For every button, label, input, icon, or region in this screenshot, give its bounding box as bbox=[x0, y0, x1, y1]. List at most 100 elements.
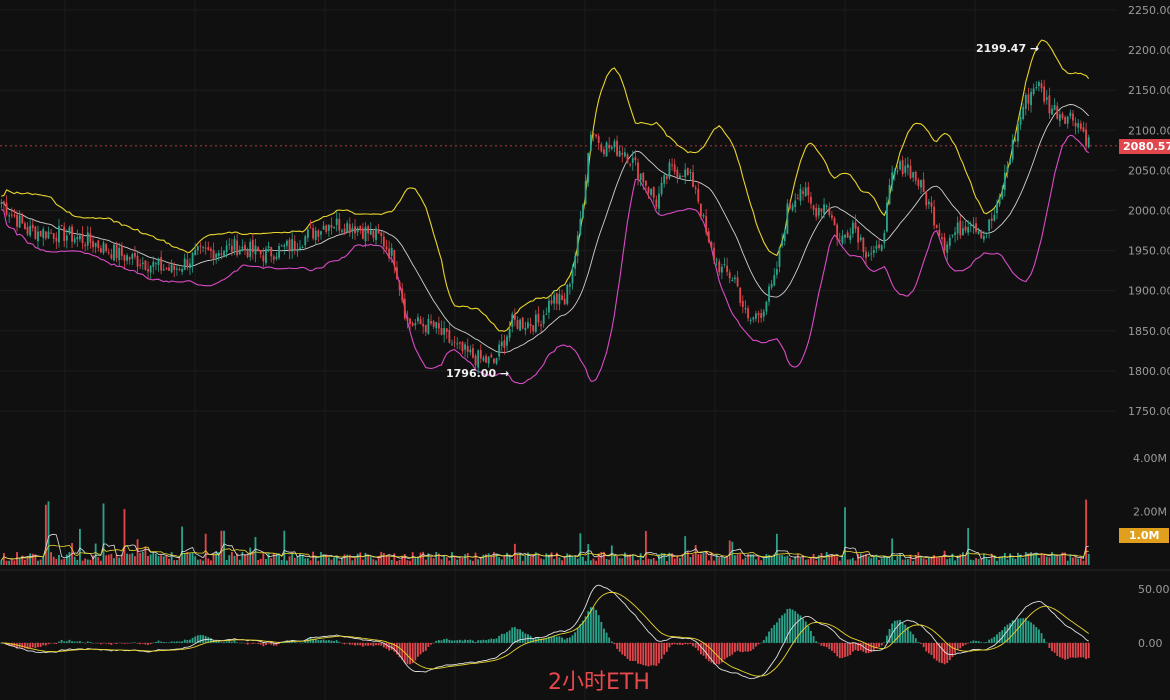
candle-body bbox=[259, 250, 262, 255]
macd-bar bbox=[210, 638, 212, 643]
volume-bar bbox=[972, 560, 975, 565]
candle-body bbox=[962, 228, 964, 235]
macd-bar bbox=[417, 642, 419, 657]
macd-bar bbox=[55, 642, 58, 645]
candle-body bbox=[613, 141, 616, 148]
macd-bar bbox=[752, 642, 755, 650]
volume-bar bbox=[251, 551, 254, 565]
candle-body bbox=[668, 162, 671, 178]
candle-body bbox=[568, 284, 571, 287]
volume-bar bbox=[545, 553, 548, 565]
volume-bar bbox=[817, 555, 820, 565]
volume-bar bbox=[257, 559, 260, 565]
volume-bar bbox=[50, 552, 53, 565]
candle-body bbox=[228, 243, 231, 245]
price-tick-label: 1800.00 bbox=[1128, 365, 1170, 378]
volume-bar bbox=[346, 554, 349, 565]
volume-bar bbox=[47, 501, 50, 565]
macd-bar bbox=[825, 642, 828, 648]
volume-bar bbox=[977, 558, 980, 565]
macd-bar bbox=[52, 642, 55, 644]
volume-bar bbox=[796, 554, 799, 565]
volume-bar bbox=[31, 553, 34, 565]
volume-bar bbox=[975, 558, 977, 565]
volume-bar bbox=[58, 555, 60, 565]
macd-bar bbox=[542, 638, 545, 643]
macd-bar bbox=[1056, 642, 1059, 656]
volume-bar bbox=[650, 559, 653, 565]
macd-bar bbox=[154, 641, 157, 643]
volume-bar bbox=[105, 555, 108, 565]
volume-bar bbox=[299, 553, 301, 565]
volume-bar bbox=[485, 554, 487, 565]
volume-bar bbox=[249, 547, 252, 565]
macd-bar bbox=[959, 642, 962, 649]
candle-body bbox=[597, 136, 600, 143]
macd-bar bbox=[173, 641, 176, 643]
volume-bar bbox=[713, 560, 715, 565]
candle-body bbox=[275, 256, 278, 259]
candle-body bbox=[639, 173, 642, 181]
macd-bar bbox=[458, 639, 461, 643]
macd-bar bbox=[1009, 623, 1012, 643]
macd-bar bbox=[343, 642, 346, 645]
volume-bar bbox=[99, 560, 102, 565]
candle-body bbox=[1087, 137, 1090, 148]
candle-body bbox=[191, 253, 194, 265]
macd-bar bbox=[330, 640, 333, 643]
candle-body bbox=[699, 203, 702, 217]
volume-bar bbox=[804, 559, 807, 565]
candle-body bbox=[705, 216, 708, 233]
candle-body bbox=[508, 329, 511, 338]
volume-bar bbox=[55, 559, 58, 565]
volume-bar bbox=[204, 533, 207, 565]
volume-bar bbox=[692, 554, 694, 565]
macd-bar bbox=[534, 637, 537, 643]
volume-bar bbox=[128, 554, 131, 565]
volume-bar bbox=[1035, 553, 1038, 565]
volume-bar bbox=[854, 560, 857, 565]
macd-bar bbox=[558, 636, 561, 643]
candle-body bbox=[982, 236, 985, 240]
macd-bar bbox=[113, 642, 115, 644]
volume-bar bbox=[113, 558, 115, 565]
volume-bar bbox=[775, 533, 778, 565]
macd-bar bbox=[545, 638, 548, 643]
volume-bar bbox=[734, 555, 736, 565]
volume-bar bbox=[382, 553, 385, 565]
volume-bar bbox=[888, 558, 891, 565]
volume-bar bbox=[1069, 554, 1072, 565]
price-tick-label: 1900.00 bbox=[1128, 285, 1170, 298]
macd-bar bbox=[500, 633, 503, 643]
candle-body bbox=[335, 218, 338, 225]
macd-bar bbox=[524, 633, 527, 643]
macd-bar bbox=[859, 642, 862, 651]
macd-bar bbox=[1040, 633, 1043, 643]
volume-bar bbox=[660, 552, 663, 565]
volume-bar bbox=[10, 558, 13, 565]
candle-body bbox=[872, 249, 875, 254]
candle-body bbox=[904, 165, 907, 173]
candle-body bbox=[941, 237, 943, 240]
candle-body bbox=[731, 279, 734, 281]
macd-bar bbox=[461, 640, 464, 643]
macd-bar bbox=[739, 642, 742, 652]
candle-body bbox=[320, 231, 322, 235]
macd-bar bbox=[181, 641, 184, 643]
macd-bar bbox=[1064, 642, 1067, 660]
candle-body bbox=[582, 204, 584, 219]
volume-bar bbox=[867, 556, 870, 565]
volume-bar bbox=[39, 559, 42, 565]
macd-bar bbox=[472, 640, 474, 643]
candle-body bbox=[78, 235, 81, 240]
macd-bar bbox=[356, 642, 359, 646]
candle-body bbox=[52, 233, 55, 239]
candle-body bbox=[899, 161, 901, 170]
volume-bar bbox=[988, 559, 991, 565]
macd-bar bbox=[762, 640, 765, 643]
candle-body bbox=[466, 345, 469, 352]
macd-bar bbox=[68, 639, 71, 643]
volume-bar bbox=[223, 530, 225, 565]
candle-body bbox=[356, 228, 359, 233]
macd-bar bbox=[644, 642, 647, 666]
